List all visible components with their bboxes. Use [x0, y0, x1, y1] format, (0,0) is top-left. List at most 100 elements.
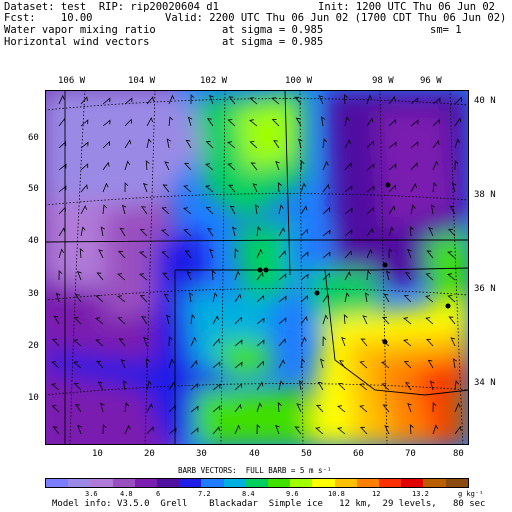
wind-barb — [102, 182, 109, 193]
wind-barb — [143, 336, 148, 347]
wind-barb — [146, 138, 152, 149]
valid-label: Valid: 2200 UTC Thu 06 Jun 02 (1700 CDT … — [165, 12, 507, 24]
wind-barb — [118, 338, 126, 347]
wind-barb — [388, 184, 396, 193]
y-tick-label: 20 — [28, 341, 39, 351]
wind-barb — [102, 424, 107, 435]
wind-barb — [322, 206, 331, 215]
wind-barb — [275, 424, 280, 435]
wind-barb — [344, 162, 352, 171]
wind-barb — [426, 338, 434, 347]
wind-barb — [209, 94, 214, 105]
wind-barb — [55, 292, 61, 303]
wind-barb — [232, 226, 237, 237]
wind-barb — [384, 425, 390, 435]
wind-barb — [190, 359, 198, 369]
wind-barb — [320, 116, 326, 127]
wind-barb — [359, 405, 368, 413]
wind-barb — [298, 138, 303, 149]
wind-barb — [212, 426, 220, 435]
wind-barb — [432, 97, 441, 105]
wind-barb — [410, 204, 416, 215]
x-tick-label: 40 — [249, 449, 260, 459]
wind-barb — [427, 359, 434, 369]
wind-barb — [234, 382, 242, 391]
color-swatch — [179, 479, 202, 487]
wind-barb — [410, 119, 419, 127]
wind-barb — [97, 381, 104, 391]
wind-barb — [146, 426, 154, 435]
wind-barb — [271, 97, 280, 105]
wind-barb — [278, 380, 284, 391]
wind-barb — [190, 405, 199, 413]
wind-barb — [124, 160, 131, 171]
wind-barb — [146, 380, 152, 391]
wind-barb — [185, 139, 192, 149]
wind-barb — [403, 361, 412, 369]
wind-barb — [212, 338, 220, 347]
wind-barb — [322, 314, 329, 325]
wind-barb — [315, 427, 324, 435]
wind-barb — [206, 118, 214, 127]
wind-barb — [344, 139, 351, 149]
wind-barb — [322, 272, 330, 281]
wind-barb — [256, 248, 263, 259]
model-info: Model info: V3.5.0 Grell Blackadar Simpl… — [52, 499, 486, 509]
wind-barb — [120, 359, 126, 369]
wind-barb — [344, 292, 350, 303]
wind-barb — [102, 97, 111, 105]
wind-barb — [139, 273, 148, 281]
wind-barb — [146, 117, 153, 127]
lon-label: 106 W — [58, 76, 86, 86]
wind-barb — [403, 295, 412, 303]
wind-barb — [168, 404, 176, 413]
wind-barb — [388, 248, 393, 259]
wind-barb — [344, 271, 351, 281]
wind-barb — [278, 317, 287, 325]
wind-barb — [212, 383, 221, 391]
color-swatch — [312, 479, 335, 487]
wind-barb — [51, 383, 60, 391]
wind-barb — [337, 427, 346, 435]
wind-barb — [73, 317, 82, 325]
barb-note: BARB VECTORS: FULL BARB = 5 m s⁻¹ — [178, 466, 332, 475]
wind-barb — [429, 380, 435, 391]
wind-barb — [344, 229, 353, 237]
wind-barb — [409, 226, 414, 237]
color-swatch — [157, 479, 180, 487]
y-tick-label: 50 — [28, 184, 39, 194]
wind-barb — [430, 204, 436, 215]
x-tick-label: 80 — [453, 449, 464, 459]
wind-barb — [295, 117, 302, 127]
wind-barb — [449, 205, 456, 215]
wind-barb — [403, 339, 412, 347]
wind-barb — [183, 185, 192, 193]
x-tick-label: 30 — [196, 449, 207, 459]
wind-barb — [249, 97, 258, 105]
wind-barb — [168, 336, 173, 347]
colorbar-label: 6 — [156, 490, 161, 498]
wind-barb — [190, 336, 197, 347]
colorbar-label: 9.6 — [286, 490, 299, 498]
wind-barb — [454, 160, 459, 171]
wind-barb — [58, 270, 63, 281]
wind-barb — [407, 248, 412, 259]
wind-barb — [432, 160, 439, 171]
wind-barb — [385, 270, 391, 281]
wind-barb — [344, 207, 353, 215]
wind-barb — [322, 183, 330, 193]
wind-barb — [338, 360, 346, 369]
x-tick-label: 60 — [353, 449, 364, 459]
wind-barb — [322, 251, 331, 259]
wind-barb — [53, 315, 60, 325]
color-swatch — [268, 479, 291, 487]
wind-barb — [410, 162, 418, 171]
color-swatch — [134, 479, 158, 487]
lat-label: 40 N — [474, 96, 496, 106]
wind-barb — [300, 228, 308, 237]
wind-barb — [432, 118, 440, 127]
wind-barb — [382, 316, 390, 325]
wind-barb — [205, 141, 214, 149]
wind-barb — [80, 163, 89, 171]
wind-barb — [168, 358, 175, 369]
